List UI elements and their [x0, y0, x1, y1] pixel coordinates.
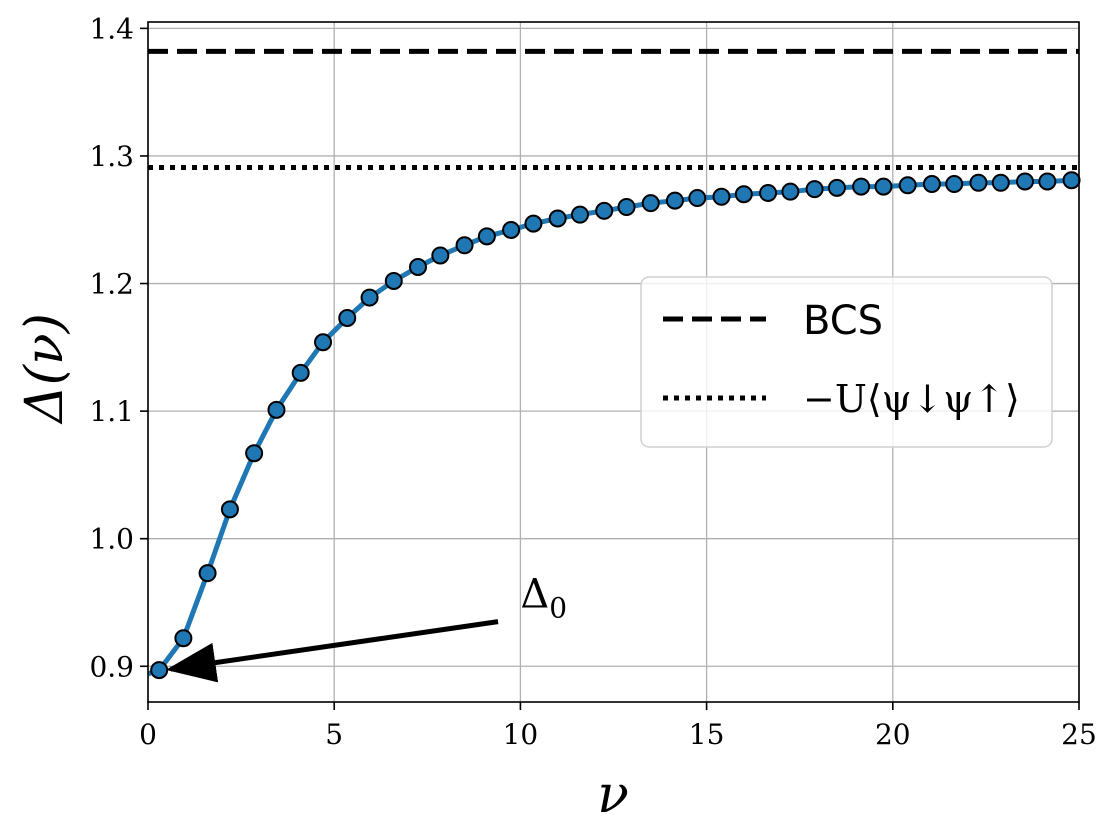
data-point [712, 187, 731, 206]
y-tick-label: 1.4 [89, 12, 134, 45]
y-tick-label: 1.0 [89, 523, 134, 556]
legend-label-pairing: −U⟨ψ↓ψ↑⟩ [803, 377, 1020, 421]
data-point [245, 444, 264, 463]
data-point [759, 183, 778, 202]
x-tick-label: 5 [325, 718, 343, 751]
x-axis-label: ν [597, 765, 629, 825]
data-point [874, 177, 893, 196]
reference-lines [148, 48, 1079, 170]
y-axis-label: Δ(ν) [15, 313, 75, 425]
annotation-label: Δ0 [520, 571, 567, 624]
annotation-label-main: Δ [520, 571, 549, 617]
data-point [991, 173, 1010, 192]
data-point [548, 209, 567, 228]
data-point [945, 175, 964, 194]
x-tick-label: 20 [875, 718, 911, 751]
annotation-arrow [165, 619, 499, 683]
data-point [641, 194, 660, 213]
data-point [805, 180, 824, 199]
data-point [898, 176, 917, 195]
data-point [455, 236, 474, 255]
y-tick-label: 1.2 [89, 268, 134, 301]
data-point [734, 185, 753, 204]
data-point [408, 257, 427, 276]
x-tick-label: 10 [503, 718, 539, 751]
x-tick-label: 0 [139, 718, 157, 751]
y-tick-label: 1.3 [89, 140, 134, 173]
data-point [174, 629, 193, 648]
data-point [852, 177, 871, 196]
data-point [617, 197, 636, 216]
legend-box [640, 276, 1053, 448]
data-point [665, 191, 684, 210]
data-point [922, 175, 941, 194]
plot-frame [147, 21, 1080, 703]
legend: BCS −U⟨ψ↓ψ↑⟩ [640, 276, 1053, 448]
y-tick-label: 1.1 [89, 395, 134, 428]
data-point [198, 564, 217, 583]
data-point [595, 201, 614, 220]
x-tick-label: 25 [1061, 718, 1097, 751]
y-tick-label: 0.9 [89, 650, 134, 683]
data-point [267, 400, 286, 419]
data-point [969, 173, 988, 192]
data-point [338, 308, 357, 327]
data-point [477, 227, 496, 246]
data-point [384, 271, 403, 290]
data-point [524, 214, 543, 233]
data-point [827, 178, 846, 197]
data-point [1038, 172, 1057, 191]
data-point [314, 333, 333, 352]
data-point [688, 189, 707, 208]
data-point [502, 220, 521, 239]
data-point [360, 288, 379, 307]
data-point [781, 182, 800, 201]
data-point [150, 661, 169, 680]
legend-label-bcs: BCS [803, 298, 883, 344]
data-point [431, 246, 450, 265]
data-point [291, 363, 310, 382]
tick-group: 0 5 10 15 20 25 0.9 1.0 1.1 1.2 1.3 1.4 [89, 12, 1096, 751]
data-point [1062, 171, 1081, 190]
data-point [220, 500, 239, 519]
data-point [570, 205, 589, 224]
marker-group [150, 171, 1081, 680]
data-point [1016, 172, 1035, 191]
x-tick-label: 15 [689, 718, 725, 751]
annotation-label-sub: 0 [549, 591, 567, 624]
